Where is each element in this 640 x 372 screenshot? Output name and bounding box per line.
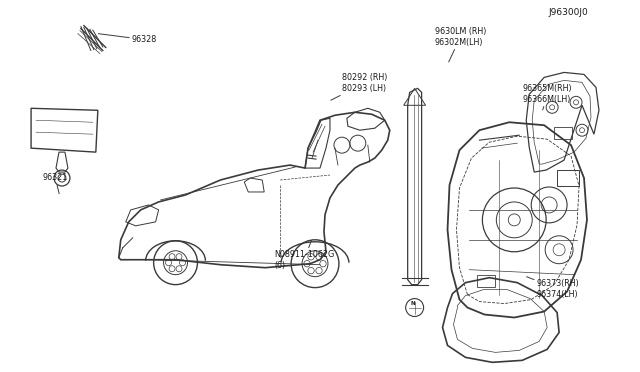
Text: 9630LM (RH)
96302M(LH): 9630LM (RH) 96302M(LH) <box>435 27 486 62</box>
Text: 96373(RH)
96374(LH): 96373(RH) 96374(LH) <box>527 277 580 299</box>
Bar <box>557 170 579 186</box>
Text: 96321: 96321 <box>43 173 68 194</box>
Text: 96328: 96328 <box>99 33 157 44</box>
Text: 96365M(RH)
96366M(LH): 96365M(RH) 96366M(LH) <box>523 84 572 110</box>
Bar <box>477 275 495 286</box>
Bar <box>554 127 572 139</box>
Text: 80292 (RH)
80293 (LH): 80292 (RH) 80293 (LH) <box>331 73 388 100</box>
Text: N: N <box>411 301 415 305</box>
Text: N08911-1062G
(6): N08911-1062G (6) <box>274 240 334 270</box>
Text: J96300J0: J96300J0 <box>548 9 588 17</box>
